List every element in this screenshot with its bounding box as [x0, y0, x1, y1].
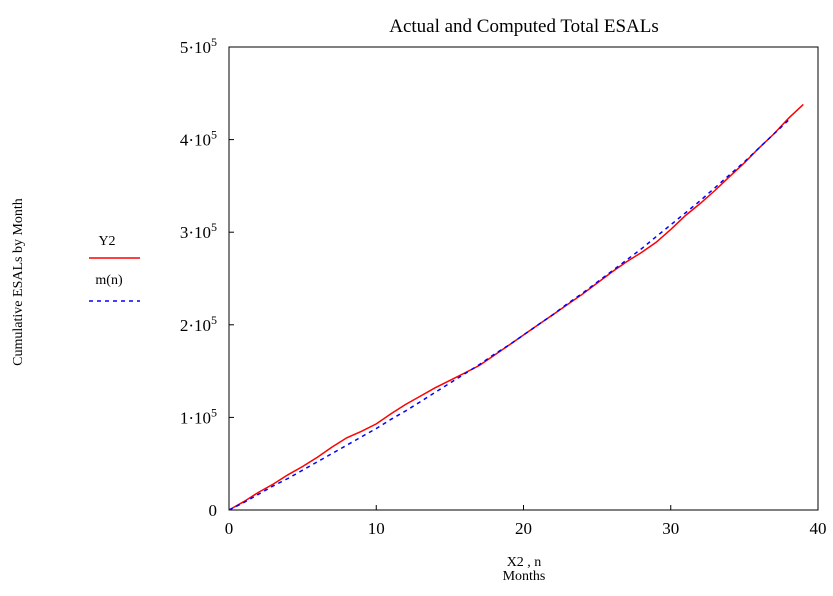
y-tick-label: 2·105 — [180, 313, 217, 335]
tick-marks — [229, 139, 672, 510]
x-tick-label: 40 — [810, 519, 827, 538]
x-tick-label: 30 — [662, 519, 679, 538]
y-tick-label: 5·105 — [180, 35, 217, 57]
y-axis-label: Cumulative ESALs by Month — [11, 198, 26, 366]
series-layer — [228, 103, 804, 511]
x-tick-label: 10 — [368, 519, 385, 538]
x-tick-labels: 0 10 20 30 40 — [225, 519, 827, 538]
y-tick-label: 4·105 — [180, 128, 217, 150]
series-line-2 — [228, 119, 790, 511]
y-tick-labels: 0 1·105 2·105 3·105 4·105 5·105 — [180, 35, 217, 520]
legend-label-series-1: Y2 — [98, 234, 115, 249]
x-tick-label: 20 — [515, 519, 532, 538]
chart-title: Actual and Computed Total ESALs — [389, 16, 659, 37]
series-line-1 — [228, 103, 804, 511]
legend: Y2 m(n) — [89, 234, 140, 302]
x-axis-label: X2 , n — [507, 555, 542, 570]
x-axis-sublabel: Months — [503, 569, 546, 584]
y-tick-label: 3·105 — [180, 220, 217, 242]
y-tick-label: 0 — [209, 501, 218, 520]
x-tick-label: 0 — [225, 519, 234, 538]
plot-frame — [228, 46, 819, 511]
y-tick-label: 1·105 — [180, 405, 217, 427]
legend-label-series-2: m(n) — [95, 273, 123, 288]
